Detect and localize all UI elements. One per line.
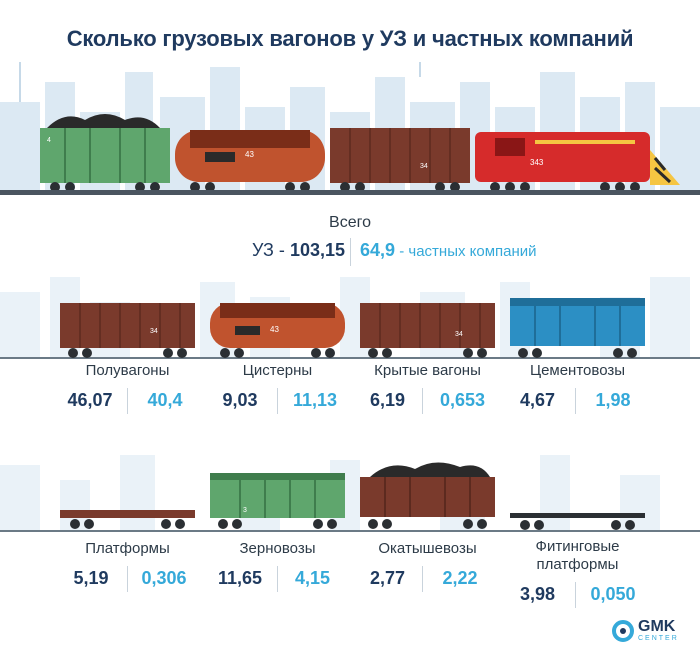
category-label-platforms: Платформы [85,540,170,557]
tank-number: 43 [245,150,254,159]
value-private-tanks: 11,13 [292,390,338,410]
value-uz-tanks: 9,03 [222,390,258,410]
value-private-fitting: 0,050 [590,584,636,604]
value-private-grain: 4,15 [294,568,331,588]
divider-gondolas [127,388,128,414]
wagon-grain-hopper: 3 [210,473,345,529]
gmk-center-logo: GMK CENTER [612,618,694,646]
category-label-tanks: Цистерны [242,362,313,379]
total-divider [350,238,351,266]
category-label-grain: Зерновозы [239,540,316,557]
ground-line-row1 [0,357,700,359]
svg-text:34: 34 [150,328,158,335]
grain-hopper-number: 3 [243,507,247,514]
gmk-logo-icon [612,620,634,642]
value-uz-platforms: 5,19 [73,568,109,588]
divider-grain [277,566,278,592]
category-label-boxcars: Крытые вагоны [374,362,481,379]
value-uz-fitting: 3,98 [519,584,556,604]
value-uz-cement: 4,67 [519,390,556,410]
wagon-boxcar: 34 [360,303,495,358]
svg-text:34: 34 [455,331,463,338]
divider-boxcars [422,388,423,414]
train-top: 4 43 34 343 [40,114,680,192]
wagon-tank: 43 [210,303,345,358]
category-label-gondolas: Полувагоны [85,362,170,379]
wagon-flatcar [60,510,195,529]
wagon-cement-hopper [510,298,645,358]
total-uz-prefix: УЗ - [252,240,290,260]
wagon-gondola: 34 [60,303,195,358]
wagon-number-4: 4 [47,137,51,144]
value-private-pellet: 2,22 [442,568,478,588]
total-private-value: 64,9 [360,240,396,260]
logo-name: GMK [638,618,676,635]
wagon-fitting-platform [510,513,645,530]
total-label: Всего [329,214,371,231]
ground-band-top [0,190,700,195]
value-uz-gondolas: 46,07 [67,390,113,410]
boxcar-number: 34 [420,163,428,170]
value-private-cement: 1,98 [595,390,631,410]
wagon-pellet-hopper [360,462,495,529]
divider-fitting [575,582,576,608]
value-uz-pellet: 2,77 [369,568,406,588]
total-row: УЗ - 103,15 64,9 - частных компаний [0,238,700,266]
total-private-suffix: - частных компаний [395,243,537,260]
logo-subtitle: CENTER [638,635,679,642]
divider-pellet [422,566,423,592]
locomotive-number: 343 [530,158,544,167]
value-private-boxcars: 0,653 [439,390,486,410]
ground-line-row2 [0,530,700,532]
category-label-pellet: Окатышевозы [378,540,477,557]
value-uz-grain: 11,65 [217,568,263,588]
divider-platforms [127,566,128,592]
value-private-platforms: 0,306 [141,568,187,588]
divider-tanks [277,388,278,414]
page-title: Сколько грузовых вагонов у УЗ и частных … [66,26,634,51]
total-uz-value: 103,15 [289,240,345,260]
category-label-cement: Цементовозы [529,362,626,379]
divider-cement [575,388,576,414]
svg-text:43: 43 [270,325,279,334]
category-label-fitting: Фитинговые платформы [535,538,620,573]
value-uz-boxcars: 6,19 [369,390,406,410]
value-private-gondolas: 40,4 [147,390,183,410]
